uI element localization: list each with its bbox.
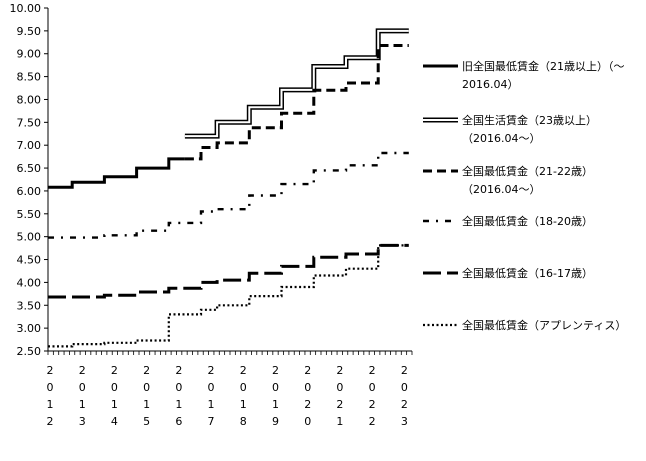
x-tick-label: 9: [272, 415, 279, 428]
x-tick-label: 6: [175, 415, 182, 428]
series-lines: [48, 28, 409, 348]
x-tick-label: 1: [143, 398, 150, 411]
y-axis-tick-labels: 2.50 3.00 3.50 4.00 4.50 5.00 5.50 6.00 6.50 7.00…: [10, 2, 42, 358]
legend-label-5: 全国最低賃金（アプレンティス）: [462, 318, 626, 332]
series-line-2: [184, 44, 409, 161]
y-tick-label: 6.50: [17, 162, 42, 175]
x-tick-label: 0: [143, 381, 150, 394]
x-tick-label: 0: [401, 381, 408, 394]
x-tick-label: 1: [208, 398, 215, 411]
y-tick-label: 9.50: [17, 25, 42, 38]
series-line-4: [48, 243, 409, 299]
x-tick-label: 2: [111, 364, 118, 377]
y-tick-label: 7.00: [17, 139, 42, 152]
x-tick-label: 1: [336, 415, 343, 428]
x-tick-label: 0: [47, 381, 54, 394]
x-tick-label: 0: [272, 381, 279, 394]
series-line-5: [48, 244, 409, 348]
x-tick-label: 2: [208, 364, 215, 377]
series-line-0: [48, 157, 185, 189]
legend-label-1: （2016.04～）: [462, 132, 541, 145]
x-tick-label: 1: [79, 398, 86, 411]
x-tick-label: 2: [240, 364, 247, 377]
y-tick-label: 2.50: [17, 345, 42, 358]
x-tick-label: 0: [175, 381, 182, 394]
legend-label-3: 全国最低賃金（18-20歳）: [462, 214, 593, 228]
x-tick-label: 2: [304, 364, 311, 377]
x-tick-label: 2: [175, 364, 182, 377]
x-tick-label: 4: [111, 415, 118, 428]
x-tick-label: 3: [401, 415, 408, 428]
x-tick-label: 0: [208, 381, 215, 394]
x-tick-label: 8: [240, 415, 247, 428]
y-tick-label: 4.50: [17, 254, 42, 267]
x-tick-label: 2: [336, 364, 343, 377]
y-tick-label: 10.00: [10, 2, 42, 15]
x-tick-label: 1: [47, 398, 54, 411]
x-tick-label: 2: [369, 415, 376, 428]
x-tick-label: 2: [47, 364, 54, 377]
y-tick-label: 8.50: [17, 71, 42, 84]
x-tick-label: 1: [175, 398, 182, 411]
x-tick-label: 5: [143, 415, 150, 428]
legend-label-1: 全国生活賃金（23歳以上）: [462, 113, 597, 127]
legend-label-0: 2016.04）: [462, 78, 519, 91]
y-tick-label: 9.00: [17, 48, 42, 61]
x-tick-label: 0: [304, 415, 311, 428]
x-tick-label: 2: [47, 415, 54, 428]
x-tick-label: 1: [240, 398, 247, 411]
y-tick-label: 7.50: [17, 116, 42, 129]
x-tick-label: 2: [272, 364, 279, 377]
legend-label-2: 全国最低賃金（21-22歳）: [462, 164, 593, 178]
x-tick-label: 1: [272, 398, 279, 411]
y-tick-label: 4.00: [17, 276, 42, 289]
x-tick-label: 0: [111, 381, 118, 394]
x-tick-label: 2: [79, 364, 86, 377]
x-tick-label: 0: [240, 381, 247, 394]
x-tick-label: 2: [336, 398, 343, 411]
series-line-3: [48, 151, 409, 239]
axes: [44, 7, 413, 355]
legend: 旧全国最低賃金（21歳以上）（～ 2016.04） 全国生活賃金（23歳以上） （20…: [423, 59, 626, 332]
x-tick-label: 1: [111, 398, 118, 411]
y-tick-label: 6.00: [17, 185, 42, 198]
legend-label-2: （2016.04～）: [462, 183, 541, 196]
y-tick-label: 5.00: [17, 231, 42, 244]
x-tick-label: 0: [369, 381, 376, 394]
x-tick-label: 3: [79, 415, 86, 428]
x-tick-label: 0: [304, 381, 311, 394]
x-tick-label: 0: [336, 381, 343, 394]
x-tick-label: 0: [79, 381, 86, 394]
x-tick-label: 7: [208, 415, 215, 428]
y-tick-label: 3.50: [17, 299, 42, 312]
legend-label-0: 旧全国最低賃金（21歳以上）（～: [462, 59, 625, 73]
x-tick-label: 2: [369, 364, 376, 377]
legend-label-4: 全国最低賃金（16-17歳）: [462, 266, 593, 280]
y-tick-label: 3.00: [17, 322, 42, 335]
y-tick-label: 5.50: [17, 208, 42, 221]
x-tick-label: 2: [401, 364, 408, 377]
x-tick-label: 2: [401, 398, 408, 411]
series-line-1-inner: [184, 29, 409, 138]
x-axis-tick-labels: 2 0 1 2 2 0 1 3 2 0 1 4 2 0 1 5 2 0 1 6 2 0 1 7 2 0 1 8 2 0 1 9 2 0 2 0 2 0 2 1…: [47, 364, 408, 428]
x-tick-label: 2: [304, 398, 311, 411]
x-tick-label: 2: [143, 364, 150, 377]
x-tick-label: 2: [369, 398, 376, 411]
y-tick-label: 8.00: [17, 93, 42, 106]
